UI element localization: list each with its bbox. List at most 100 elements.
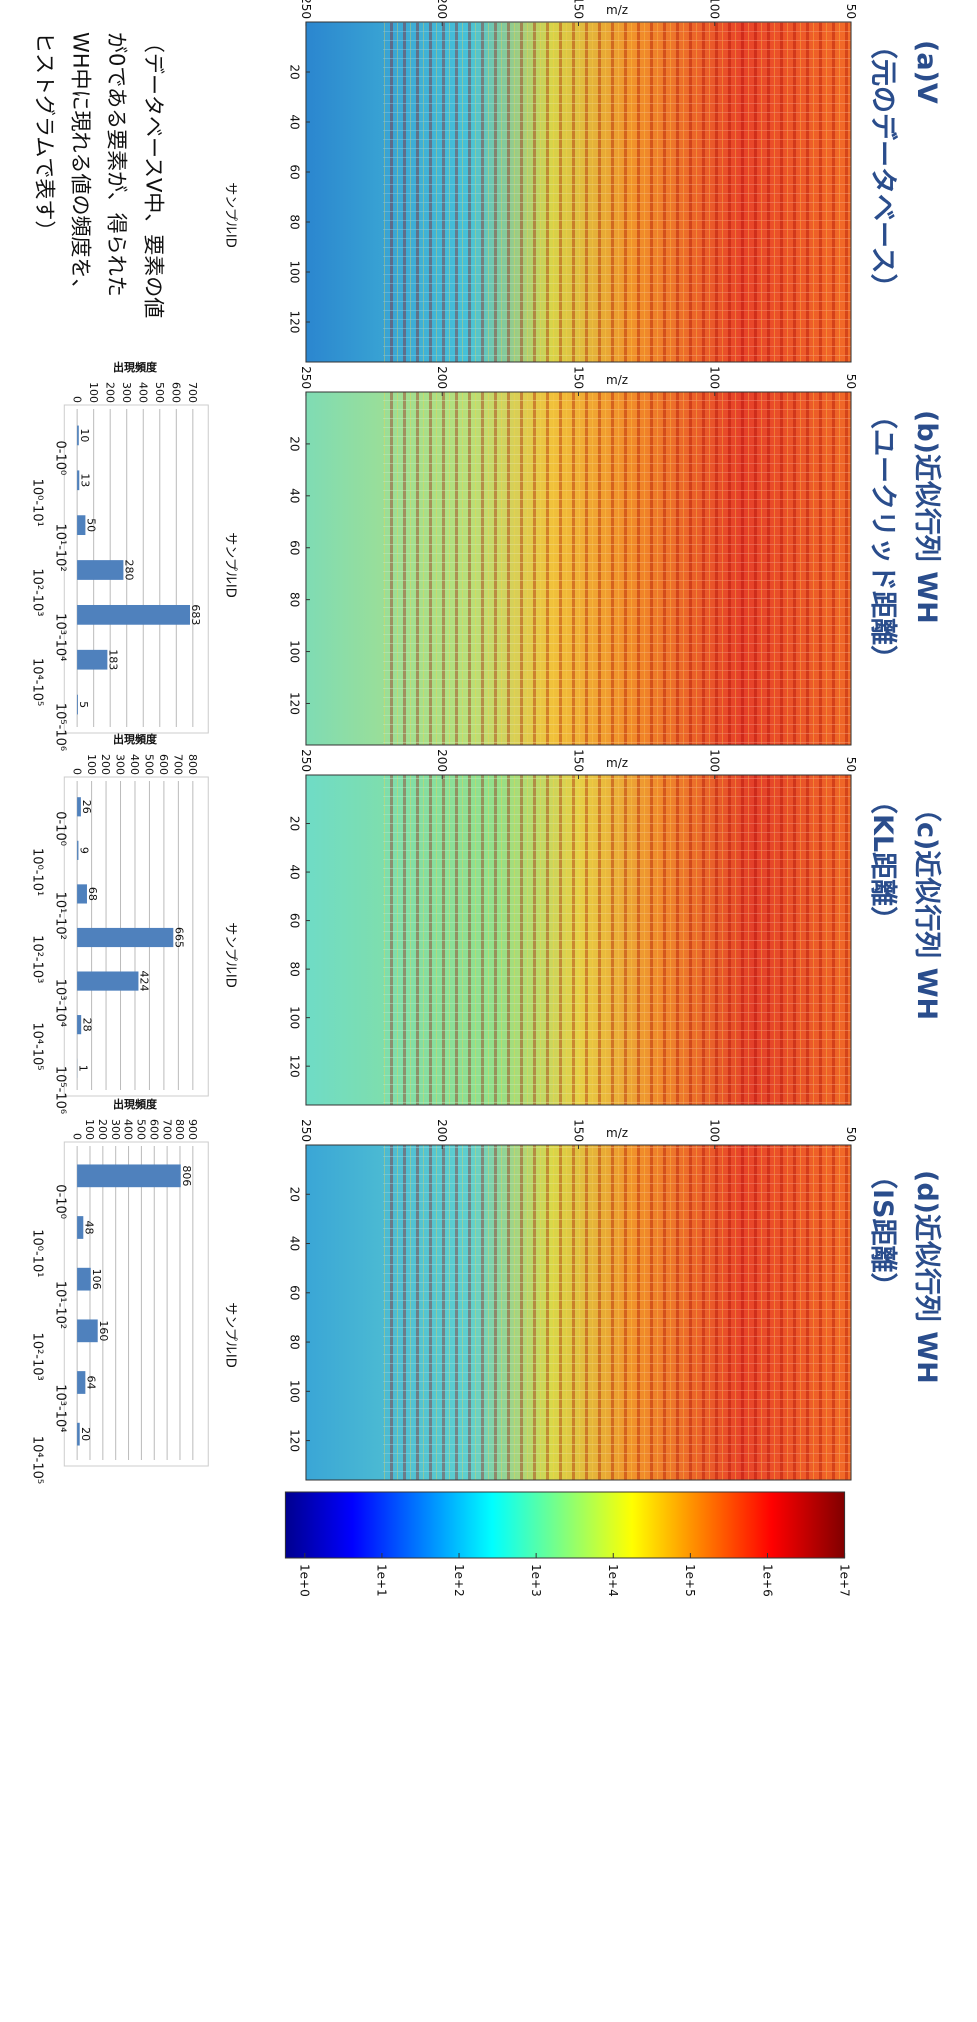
y-tick-label: 900: [186, 1119, 199, 1140]
value-label: 20: [79, 1427, 92, 1441]
panel-title: (a)V: [911, 40, 942, 104]
x-tick-label: 250: [299, 749, 313, 772]
x-axis-label: m/z: [606, 373, 628, 387]
y-tick-label: 100: [83, 1119, 96, 1140]
value-label: 1: [76, 1065, 89, 1072]
bar: [77, 470, 80, 491]
x-tick-label: 10⁰-10¹: [29, 848, 44, 896]
y-tick-label: 700: [186, 382, 199, 403]
y-axis-label: サンプルID: [222, 1302, 237, 1367]
value-label: 665: [172, 927, 185, 948]
bar: [77, 840, 79, 860]
value-label: 806: [180, 1165, 193, 1186]
y-tick-label: 60: [288, 913, 302, 928]
bar: [77, 1216, 84, 1239]
x-tick-label: 10⁰-10¹: [29, 479, 44, 527]
colorbar-tick-label: 1e+5: [683, 1564, 697, 1597]
y-tick-label: 80: [288, 214, 302, 229]
y-tick-label: 100: [85, 754, 98, 775]
x-tick-label: 10¹-10²: [53, 523, 68, 571]
colorbar-tick-label: 1e+6: [760, 1564, 774, 1597]
x-tick-label: 200: [435, 0, 449, 19]
colorbar-tick-label: 1e+0: [298, 1564, 312, 1597]
y-tick-label: 800: [186, 754, 199, 775]
x-tick-label: 10²-10³: [29, 935, 44, 983]
bar: [77, 1422, 80, 1446]
x-tick-label: 150: [571, 366, 585, 389]
value-label: 26: [80, 800, 93, 814]
y-axis-label: 出現頻度: [113, 1097, 158, 1111]
x-tick-label: 50: [844, 757, 858, 772]
x-tick-label: 150: [571, 1119, 585, 1142]
y-tick-label: 120: [288, 1055, 302, 1078]
x-tick-label: 50: [844, 4, 858, 19]
plot-frame: [63, 1141, 209, 1467]
y-tick-label: 300: [120, 382, 133, 403]
value-label: 10: [78, 428, 91, 442]
bar: [77, 649, 108, 670]
y-axis-label: サンプルID: [222, 532, 237, 597]
bar: [77, 927, 174, 948]
x-tick-label: 100: [708, 366, 722, 389]
panel-subtitle: （ユークリッド距離）: [867, 402, 898, 672]
x-tick-label: 250: [299, 366, 313, 389]
bar: [77, 1015, 82, 1035]
x-tick-label: 150: [571, 749, 585, 772]
y-tick-label: 40: [288, 1236, 302, 1251]
y-tick-label: 40: [288, 864, 302, 879]
y-tick-label: 60: [288, 164, 302, 179]
colorbar-tick-label: 1e+1: [375, 1564, 389, 1597]
y-tick-label: 80: [288, 1334, 302, 1349]
panel-subtitle: （元のデータベース）: [867, 32, 899, 301]
colorbar-tick-label: 1e+4: [606, 1564, 620, 1597]
x-tick-label: 250: [299, 1119, 313, 1142]
y-tick-label: 0: [70, 396, 83, 403]
y-tick-label: 80: [288, 592, 302, 607]
colorbar-tick-label: 1e+2: [452, 1564, 466, 1597]
y-tick-label: 100: [288, 261, 302, 284]
y-tick-label: 700: [160, 1119, 173, 1140]
value-label: 64: [85, 1376, 98, 1390]
x-tick-label: 10⁰-10¹: [29, 1229, 44, 1277]
x-tick-label: 10²-10³: [29, 1333, 44, 1381]
bar: [77, 971, 139, 991]
heatmap-texture: [383, 1145, 852, 1480]
y-tick-label: 400: [136, 382, 149, 403]
bar: [77, 694, 78, 715]
y-tick-label: 600: [157, 754, 170, 775]
x-tick-label: 10²-10³: [29, 568, 44, 616]
value-label: 68: [86, 887, 99, 901]
value-label: 28: [80, 1018, 93, 1032]
y-tick-label: 80: [288, 961, 302, 976]
value-label: 13: [78, 473, 91, 487]
y-tick-label: 600: [169, 382, 182, 403]
x-axis-label: m/z: [606, 3, 628, 17]
y-tick-label: 60: [288, 540, 302, 555]
y-axis-label: サンプルID: [222, 182, 237, 247]
x-tick-label: 10¹-10²: [53, 892, 68, 940]
bar: [77, 604, 191, 625]
y-tick-label: 300: [114, 754, 127, 775]
x-axis-label: m/z: [606, 756, 628, 770]
bar: [77, 1267, 91, 1291]
y-tick-label: 20: [288, 816, 302, 831]
x-tick-label: 10³-10⁴: [53, 1384, 68, 1432]
x-tick-label: 200: [435, 749, 449, 772]
y-tick-label: 60: [288, 1285, 302, 1300]
y-tick-label: 300: [109, 1119, 122, 1140]
value-label: 183: [107, 649, 120, 670]
x-tick-label: 10⁴-10⁵: [29, 1436, 44, 1484]
value-label: 683: [189, 604, 202, 625]
y-tick-label: 500: [143, 754, 156, 775]
y-tick-label: 200: [103, 382, 116, 403]
y-tick-label: 200: [96, 1119, 109, 1140]
x-axis-label: m/z: [606, 1126, 628, 1140]
y-tick-label: 100: [87, 382, 100, 403]
x-tick-label: 100: [708, 1119, 722, 1142]
panel-title: (b)近似行列 WH: [911, 410, 943, 624]
y-tick-label: 40: [288, 488, 302, 503]
x-tick-label: 10⁵-10⁶: [53, 1066, 68, 1114]
y-tick-label: 700: [172, 754, 185, 775]
heatmap-texture: [383, 775, 852, 1105]
value-label: 106: [90, 1269, 103, 1290]
